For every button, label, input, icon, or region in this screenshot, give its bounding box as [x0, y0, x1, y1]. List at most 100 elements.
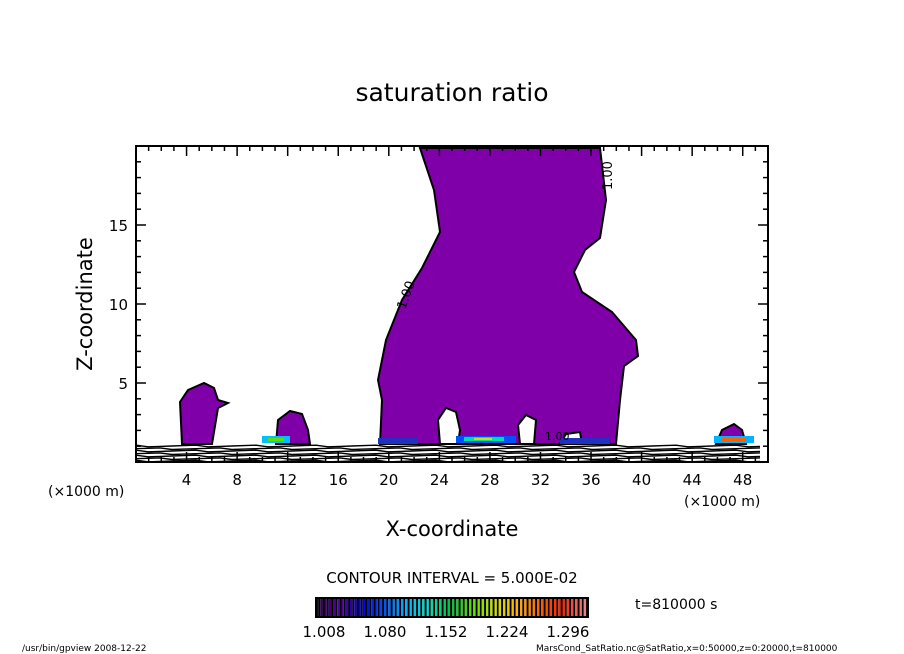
colorbar-swatch	[443, 598, 446, 617]
y-tick-label: 15	[109, 217, 128, 235]
colorbar-swatch	[549, 598, 553, 617]
colorbar-swatch	[498, 598, 502, 617]
colorbar-gap	[505, 598, 508, 617]
x-tick-label: 44	[683, 471, 702, 489]
surface-contour-line	[135, 444, 761, 448]
colorbar-swatch	[511, 598, 514, 617]
colorbar-gap	[509, 598, 512, 617]
x-tick-label: 12	[278, 471, 297, 489]
colorbar-swatch	[362, 598, 366, 617]
colorbar-gap	[479, 598, 482, 617]
colorbar-gap	[450, 598, 452, 617]
contour-interval: CONTOUR INTERVAL = 5.000E-02	[326, 569, 577, 587]
x-tick-label: 4	[182, 471, 192, 489]
colorbar-swatch	[494, 598, 497, 617]
colorbar-swatch	[367, 598, 370, 617]
footer-right: MarsCond_SatRatio.nc@SatRatio,x=0:50000,…	[536, 644, 838, 654]
colorbar-gap	[458, 598, 461, 617]
colorbar-swatch	[503, 598, 506, 617]
colorbar-gap	[399, 598, 401, 617]
colorbar-label: 1.008	[303, 623, 346, 641]
unsaturated-hole	[516, 413, 538, 445]
colorbar-gap	[462, 598, 465, 617]
colorbar-gap	[394, 598, 397, 617]
colorbar-gap	[535, 598, 537, 617]
colorbar-gap	[471, 598, 474, 617]
colorbar-gap	[339, 598, 342, 617]
colorbar-swatch	[545, 598, 548, 617]
surface-contour-line	[135, 452, 761, 456]
colorbar-gap	[467, 598, 469, 617]
y-tick-label: 5	[118, 375, 128, 393]
colorbar-swatch	[384, 598, 387, 617]
plot-area: 1.00 1.00 1.00 4 8 12 16 20 24 28 32 36 40 44 48510…	[109, 145, 769, 489]
colorbar-swatch	[575, 598, 578, 617]
colorbar-swatch	[337, 598, 340, 617]
colorbar-swatch	[447, 598, 451, 617]
colorbar-gap	[445, 598, 448, 617]
colorbar-gap	[441, 598, 444, 617]
colorbar-gap	[433, 598, 435, 617]
colorbar-swatch	[532, 598, 536, 617]
supersaturated-region-main	[376, 147, 640, 445]
colorbar-gap	[518, 598, 520, 617]
colorbar-gap	[569, 598, 571, 617]
colorbar-swatch	[350, 598, 353, 617]
colorbar-swatch	[469, 598, 472, 617]
colorbar-swatch	[430, 598, 434, 617]
colorbar-swatch	[392, 598, 395, 617]
colorbar-gap	[335, 598, 338, 617]
colorbar-swatch	[490, 598, 493, 617]
colorbar-gap	[377, 598, 380, 617]
colorbar-swatch	[324, 598, 327, 617]
colorbar-gap	[526, 598, 529, 617]
colorbar-swatch	[354, 598, 357, 617]
colorbar-swatch	[418, 598, 421, 617]
colorbar-gap	[420, 598, 423, 617]
colorbar-swatch	[481, 598, 485, 617]
supersaturated-bubble	[274, 409, 312, 445]
y-axis-label: Z-coordinate	[73, 237, 97, 371]
colorbar-swatch	[316, 598, 319, 617]
colorbar-swatch	[477, 598, 480, 617]
colorbar	[316, 598, 588, 617]
colorbar-swatch	[409, 598, 412, 617]
colorbar-swatch	[507, 598, 510, 617]
x-unit-label-right: (×1000 m)	[684, 494, 760, 510]
colorbar-swatch	[405, 598, 408, 617]
contour-label: 1.00	[601, 161, 616, 190]
x-tick-label: 32	[531, 471, 550, 489]
colorbar-gap	[403, 598, 406, 617]
colorbar-gap	[454, 598, 457, 617]
colorbar-gap	[373, 598, 376, 617]
colorbar-swatch	[460, 598, 463, 617]
colorbar-gap	[560, 598, 563, 617]
colorbar-label: 1.296	[547, 623, 590, 641]
high-saturation-band	[560, 438, 610, 444]
colorbar-swatch	[524, 598, 527, 617]
colorbar-gap	[322, 598, 325, 617]
colorbar-swatch	[473, 598, 476, 617]
colorbar-gap	[513, 598, 516, 617]
colorbar-gap	[348, 598, 350, 617]
surface-contour-line	[135, 447, 761, 451]
colorbar-gap	[484, 598, 486, 617]
colorbar-gap	[539, 598, 542, 617]
time-label: t=810000 s	[635, 597, 717, 613]
colorbar-swatch	[371, 598, 374, 617]
colorbar-swatch	[422, 598, 425, 617]
colorbar-gap	[365, 598, 367, 617]
colorbar-gap	[352, 598, 355, 617]
colorbar-gap	[547, 598, 550, 617]
colorbar-swatch	[375, 598, 378, 617]
colorbar-gap	[326, 598, 329, 617]
colorbar-swatch	[401, 598, 404, 617]
colorbar-swatch	[571, 598, 574, 617]
colorbar-swatch	[579, 598, 582, 617]
colorbar-gap	[492, 598, 495, 617]
x-tick-label: 24	[430, 471, 449, 489]
colorbar-swatch	[413, 598, 417, 617]
colorbar-swatch	[435, 598, 438, 617]
